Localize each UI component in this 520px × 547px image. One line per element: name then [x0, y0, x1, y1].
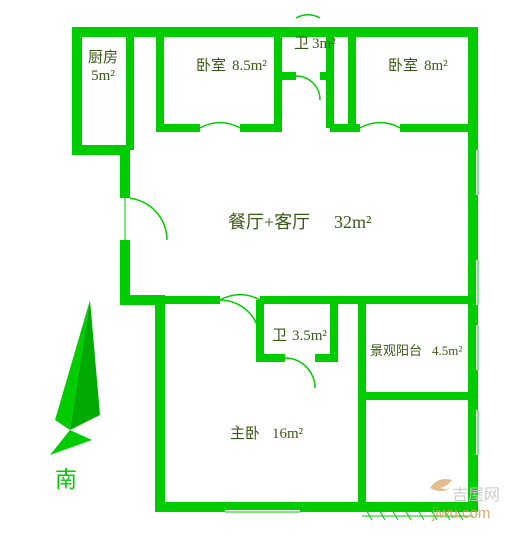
walls-group: [72, 15, 478, 520]
bath1-area: 3m²: [312, 36, 336, 52]
bedroom2-label: 卧室: [196, 57, 226, 74]
living-area: 32m²: [334, 212, 371, 232]
floor-plan-svg: 厨房 5m² 卧室 8.5m² 卫 3m² 卧室 8m² 餐厅+客厅 32m² …: [0, 0, 520, 547]
bath2-label: 卫: [272, 328, 287, 344]
kitchen-area: 5m²: [91, 68, 115, 84]
balcony-area: 4.5m²: [432, 343, 462, 358]
compass-group: 南: [50, 300, 100, 492]
bath2-area: 3.5m²: [292, 328, 327, 344]
bath1-label: 卫: [294, 36, 309, 52]
compass-label: 南: [55, 467, 77, 492]
bedroom3-label: 卧室: [388, 57, 418, 74]
living-label: 餐厅+客厅: [228, 212, 310, 232]
watermark-en: jiwu.com: [431, 505, 490, 522]
watermark-cn: 吉屋网: [452, 486, 500, 504]
balcony-label: 景观阳台: [370, 343, 422, 358]
bedroom2-area: 8.5m²: [232, 58, 267, 74]
master-area: 16m²: [272, 426, 304, 442]
bedroom3-area: 8m²: [424, 58, 448, 74]
master-label: 主卧: [230, 425, 260, 442]
kitchen-label: 厨房: [88, 49, 118, 66]
watermark-group: 吉屋网 jiwu.com: [430, 479, 500, 522]
